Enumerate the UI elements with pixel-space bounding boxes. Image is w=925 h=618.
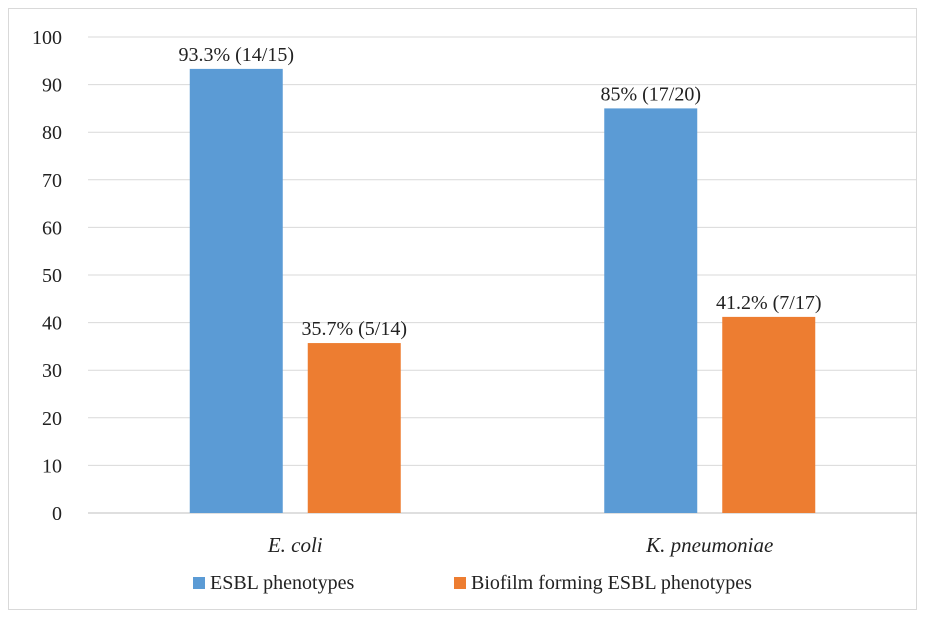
bar <box>722 316 816 513</box>
legend-swatch <box>454 577 466 589</box>
y-tick-label: 0 <box>52 503 62 525</box>
y-tick-label: 70 <box>42 170 62 192</box>
y-tick-label: 100 <box>32 27 62 49</box>
bar <box>604 108 698 514</box>
data-labels: 93.3% (14/15) 35.7% (5/14) 85% (17/20) 41.2… <box>178 44 821 340</box>
data-label: 41.2% (7/17) <box>716 292 822 314</box>
y-tick-label: 80 <box>42 122 62 144</box>
legend: ESBL phenotypes Biofilm forming ESBL phen… <box>193 572 752 594</box>
y-tick-label: 20 <box>42 408 62 430</box>
data-label: 85% (17/20) <box>600 83 701 105</box>
y-tick-label: 10 <box>42 455 62 477</box>
x-category-label: E. coli <box>267 533 323 557</box>
legend-label: ESBL phenotypes <box>210 572 354 594</box>
legend-swatch <box>193 577 205 589</box>
bar <box>189 68 283 513</box>
y-tick-label: 50 <box>42 265 62 287</box>
y-tick-label: 40 <box>42 313 62 335</box>
y-axis-tick-labels: 0 10 20 30 40 50 60 70 80 90 100 <box>32 27 62 525</box>
y-tick-label: 60 <box>42 217 62 239</box>
bar <box>307 343 401 513</box>
y-tick-label: 30 <box>42 360 62 382</box>
bars <box>189 68 816 514</box>
x-category-label: K. pneumoniae <box>645 533 773 557</box>
data-label: 35.7% (5/14) <box>301 318 407 340</box>
y-tick-label: 90 <box>42 75 62 97</box>
data-label: 93.3% (14/15) <box>178 44 294 66</box>
legend-label: Biofilm forming ESBL phenotypes <box>471 572 752 594</box>
x-axis-category-labels: E. coli K. pneumoniae <box>267 533 773 557</box>
